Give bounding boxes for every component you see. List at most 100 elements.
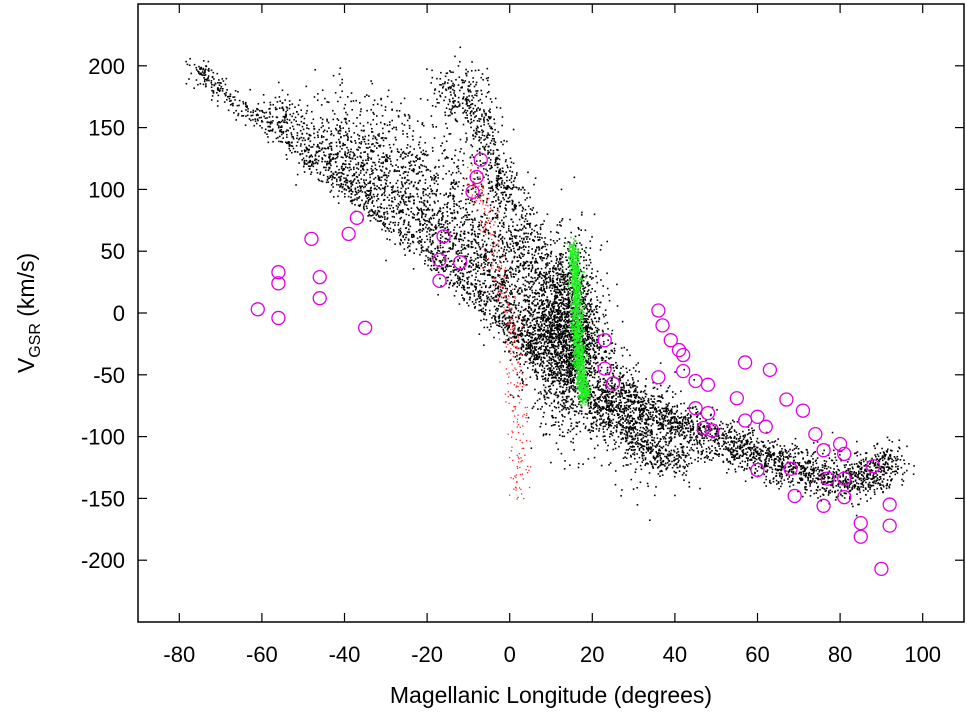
particle xyxy=(522,346,525,348)
particle xyxy=(526,295,529,298)
particle xyxy=(408,115,411,118)
particle xyxy=(448,283,451,286)
particle xyxy=(450,181,453,184)
particle xyxy=(611,379,613,382)
particle xyxy=(554,242,556,244)
particle xyxy=(301,152,304,155)
particle xyxy=(478,266,481,269)
particle xyxy=(511,235,514,238)
particle xyxy=(405,233,408,236)
particle xyxy=(514,332,517,335)
particle xyxy=(508,229,510,232)
particle xyxy=(354,204,356,206)
particle xyxy=(386,185,389,187)
particle xyxy=(408,117,411,119)
particle xyxy=(493,305,496,308)
particle xyxy=(614,443,616,446)
particle xyxy=(400,187,403,190)
particle xyxy=(512,242,515,245)
particle xyxy=(507,281,510,283)
particle xyxy=(501,255,503,258)
particle xyxy=(524,241,527,243)
particle xyxy=(653,401,655,403)
particle xyxy=(322,130,325,133)
particle xyxy=(494,158,497,161)
particle xyxy=(470,103,472,106)
particle xyxy=(486,297,489,300)
particle xyxy=(511,317,514,319)
particle xyxy=(525,341,528,343)
particle xyxy=(525,276,528,278)
particle xyxy=(522,261,525,263)
particle xyxy=(379,216,381,219)
particle xyxy=(292,137,295,140)
particle xyxy=(454,94,456,96)
particle xyxy=(536,362,539,365)
particle xyxy=(489,274,492,276)
particle xyxy=(544,351,547,353)
particle xyxy=(460,86,462,89)
particle xyxy=(402,133,404,135)
particle xyxy=(418,158,421,161)
particle xyxy=(463,279,466,282)
particle xyxy=(363,151,365,154)
particle xyxy=(427,256,429,259)
particle xyxy=(463,263,466,266)
particle xyxy=(475,287,477,289)
particle xyxy=(424,220,427,222)
particle xyxy=(317,134,319,137)
particle xyxy=(632,453,634,455)
particle xyxy=(287,129,290,132)
particle xyxy=(529,325,532,327)
particle xyxy=(482,145,484,148)
particle xyxy=(659,454,661,457)
particle xyxy=(490,181,493,183)
particle xyxy=(425,205,427,208)
particle xyxy=(484,230,486,232)
particle xyxy=(261,111,264,113)
particle xyxy=(492,143,495,145)
particle xyxy=(491,209,494,212)
particle xyxy=(625,434,627,436)
particle xyxy=(639,481,642,484)
particle xyxy=(543,294,545,297)
particle xyxy=(514,306,517,308)
particle xyxy=(386,210,388,213)
particle xyxy=(439,237,442,239)
particle xyxy=(514,356,517,358)
particle xyxy=(360,129,363,132)
particle xyxy=(425,193,427,196)
particle xyxy=(399,243,402,246)
particle xyxy=(367,155,369,158)
particle xyxy=(528,341,530,344)
particle xyxy=(336,118,339,120)
particle xyxy=(422,202,425,204)
particle xyxy=(466,271,468,274)
particle xyxy=(607,444,609,447)
particle xyxy=(369,182,371,184)
particle xyxy=(432,217,435,220)
particle xyxy=(578,421,581,423)
particle xyxy=(482,294,484,296)
particle xyxy=(366,207,368,210)
particle xyxy=(511,199,513,202)
particle xyxy=(436,212,439,214)
particle xyxy=(474,116,476,118)
particle xyxy=(505,309,507,312)
particle xyxy=(544,253,547,256)
particle xyxy=(637,439,639,441)
particle xyxy=(596,335,599,338)
particle xyxy=(332,172,334,175)
particle xyxy=(556,315,558,318)
particle xyxy=(604,384,607,387)
particle xyxy=(408,214,410,217)
particle xyxy=(507,197,510,200)
particle xyxy=(500,280,503,283)
particle xyxy=(271,115,274,118)
particle xyxy=(480,264,483,267)
particle xyxy=(495,186,498,189)
particle xyxy=(372,214,374,217)
particle xyxy=(578,403,580,406)
particle xyxy=(538,282,541,284)
particle xyxy=(452,245,454,247)
